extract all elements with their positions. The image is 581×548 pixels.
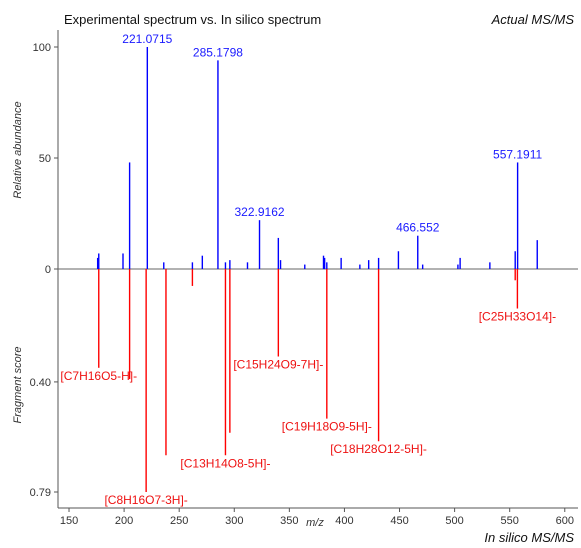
x-tick-label: 200 — [115, 515, 133, 527]
y-axis-label-bottom: Fragment score — [12, 346, 24, 423]
x-tick-label: 350 — [280, 515, 298, 527]
x-tick-label: 300 — [225, 515, 243, 527]
y-axis-label-top: Relative abundance — [12, 101, 24, 198]
in-silico-fragment-label: [C25H33O14]- — [479, 310, 556, 324]
experimental-peak-label: 221.0715 — [122, 32, 172, 46]
chart-title: Experimental spectrum vs. In silico spec… — [64, 12, 321, 27]
actual-msms-label: Actual MS/MS — [491, 12, 575, 27]
peak-labels: 221.0715 285.1798 322.9162 466.552 557.1911 [… — [60, 32, 556, 507]
in-silico-fragment-label: [C18H28O12-5H]- — [330, 442, 427, 456]
in-silico-fragment-label: [C8H16O7-3H]- — [104, 493, 187, 507]
x-tick-label: 450 — [390, 515, 408, 527]
in-silico-fragment-label: [C13H14O8-5H]- — [180, 456, 270, 470]
x-tick-label: 250 — [170, 515, 188, 527]
in-silico-fragment-label: [C15H24O9-7H]- — [233, 358, 323, 372]
y-tick-label-bottom: 0.40 — [30, 377, 51, 389]
experimental-peak-label: 322.9162 — [234, 205, 284, 219]
x-axis-label: m/z — [306, 517, 324, 529]
y-tick-label-bottom: 0.79 — [30, 487, 51, 499]
y-tick-label-top: 0 — [45, 264, 51, 276]
experimental-peak-label: 466.552 — [396, 221, 440, 235]
peak-bars — [96, 47, 538, 492]
x-tick-label: 400 — [335, 515, 353, 527]
experimental-peak-label: 285.1798 — [193, 45, 243, 59]
experimental-peak-label: 557.1911 — [493, 147, 542, 161]
in-silico-fragment-label: [C7H16O5-H]- — [60, 369, 137, 383]
y-tick-label-top: 100 — [33, 42, 51, 54]
x-tick-label: 600 — [556, 515, 574, 527]
x-tick-label: 550 — [501, 515, 519, 527]
y-tick-label-top: 50 — [39, 153, 51, 165]
x-tick-label: 500 — [445, 515, 463, 527]
in-silico-fragment-label: [C19H18O9-5H]- — [282, 420, 372, 434]
axes: 150 200 250 300 350 400 450 500 550 600 0 50 100 0.40… — [30, 30, 578, 527]
in-silico-msms-label: In silico MS/MS — [484, 530, 574, 545]
x-tick-label: 150 — [60, 515, 78, 527]
